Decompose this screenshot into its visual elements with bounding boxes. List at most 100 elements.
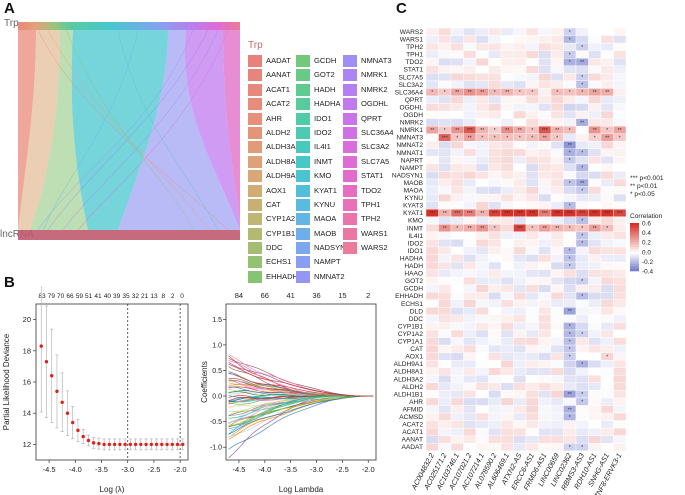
heatmap-cell <box>463 65 477 74</box>
heatmap-row-label: KYNU <box>405 195 424 202</box>
colorbar-segment <box>630 230 639 233</box>
heatmap-cell <box>550 261 564 270</box>
coef-ytick-label: 1.5 <box>212 317 222 324</box>
cv-xtick-label: -4.0 <box>69 465 82 474</box>
legend-item: AADAT <box>248 55 300 69</box>
heatmap-cell <box>425 397 439 406</box>
heatmap-sig-mark: * <box>581 151 583 157</box>
heatmap-cell <box>475 171 489 180</box>
heatmap-cell <box>525 299 539 308</box>
heatmap-cell <box>613 284 627 293</box>
legend-item: ACAT2 <box>248 98 300 112</box>
heatmap-cell <box>488 35 502 44</box>
heatmap-cell <box>513 412 527 421</box>
panel-c-letter: C <box>396 0 407 17</box>
heatmap-row-label: CYP1A2 <box>398 331 424 338</box>
heatmap-cell <box>525 435 539 444</box>
heatmap-cell <box>463 443 477 452</box>
heatmap-row-label: ALDH8A1 <box>394 369 424 376</box>
heatmap-cell <box>500 231 514 240</box>
heatmap-cell <box>600 193 614 202</box>
heatmap-cell <box>425 435 439 444</box>
heatmap-cell <box>425 344 439 353</box>
heatmap-cell <box>588 118 602 127</box>
heatmap-cell <box>538 186 552 195</box>
heatmap-cell <box>588 360 602 368</box>
cv-top-tick-label: 32 <box>132 293 140 300</box>
heatmap-cell <box>425 360 439 368</box>
heatmap-cell <box>613 382 627 391</box>
heatmap-cell <box>525 35 539 44</box>
heatmap-cell <box>500 322 514 331</box>
heatmap-cell <box>513 427 527 436</box>
heatmap-cell <box>525 156 539 165</box>
heatmap-cell <box>525 141 539 150</box>
cv-point <box>144 442 148 447</box>
legend-item: AOX1 <box>248 184 300 199</box>
heatmap-sig-mark: ** <box>518 128 522 134</box>
heatmap-cell <box>475 292 489 301</box>
heatmap-cell <box>538 42 552 51</box>
heatmap-cell <box>475 299 489 308</box>
colorbar-segment <box>630 223 639 226</box>
heatmap-cell <box>463 299 477 308</box>
legend-swatch <box>296 55 310 67</box>
heatmap-cell <box>438 352 452 361</box>
coef-path <box>228 395 374 419</box>
heatmap-cell <box>538 375 552 384</box>
heatmap-cell <box>600 156 614 165</box>
heatmap-cell <box>450 118 464 127</box>
heatmap-cell <box>575 375 589 384</box>
heatmap-cell <box>500 246 514 255</box>
heatmap-cell <box>425 73 439 82</box>
heatmap-cell <box>450 103 464 112</box>
heatmap-cell <box>613 224 627 233</box>
heatmap-cell <box>438 73 452 82</box>
heatmap-cell <box>513 375 527 384</box>
heatmap-cell <box>463 178 477 187</box>
heatmap-cell <box>475 322 489 331</box>
heatmap-cell <box>513 80 527 89</box>
heatmap-cell <box>613 171 627 180</box>
heatmap-cell <box>550 284 564 293</box>
legend-item: EHHADH <box>248 270 300 285</box>
heatmap-cell <box>613 118 627 127</box>
heatmap-row-label: NMNAT3 <box>396 135 423 142</box>
heatmap-cell <box>500 427 514 436</box>
heatmap-cell <box>463 193 477 202</box>
heatmap-cell <box>563 367 577 376</box>
sankey-legend-col-2: GCDH GOT2 HADH HADHA IDO1 IDO2 IL4I1 INM… <box>296 55 350 285</box>
heatmap-sig-mark: * <box>581 332 583 338</box>
heatmap-cell <box>475 314 489 323</box>
heatmap-cell <box>525 110 539 119</box>
flow-band-purple <box>184 30 240 230</box>
legend-swatch <box>296 270 310 283</box>
sankey-legend-title: Trp <box>248 40 263 51</box>
heatmap-cell <box>550 367 564 376</box>
coef-ytick-label: 0.5 <box>212 368 222 375</box>
legend-swatch <box>343 55 357 67</box>
legend-swatch <box>343 141 357 154</box>
heatmap-cell <box>575 427 589 436</box>
heatmap-sig-mark: * <box>581 83 583 89</box>
colorbar-tick-label: 0.2 <box>642 240 651 247</box>
heatmap-sig-mark: * <box>494 90 496 96</box>
heatmap-cell <box>475 95 489 104</box>
heatmap-cell <box>488 231 502 240</box>
heatmap-cell <box>550 118 564 127</box>
heatmap-sig-mark: *** <box>504 211 510 217</box>
coef-ylabel: Coefficients <box>200 361 209 403</box>
heatmap-row-label: HADHA <box>400 255 424 262</box>
heatmap-cell <box>500 50 514 59</box>
legend-item: KYNU <box>296 198 350 213</box>
heatmap-sig-mark: ** <box>480 211 484 217</box>
significance-legend-item: *** p<0.001 <box>630 175 664 182</box>
heatmap-cell <box>475 246 489 255</box>
heatmap-cell <box>488 148 502 157</box>
heatmap-sig-mark: * <box>581 219 583 225</box>
legend-item: WARS1 <box>343 227 394 242</box>
heatmap-cell <box>450 382 464 391</box>
legend-item: ACAT1 <box>248 83 300 98</box>
heatmap-cell <box>475 435 489 444</box>
heatmap-cell <box>450 269 464 278</box>
